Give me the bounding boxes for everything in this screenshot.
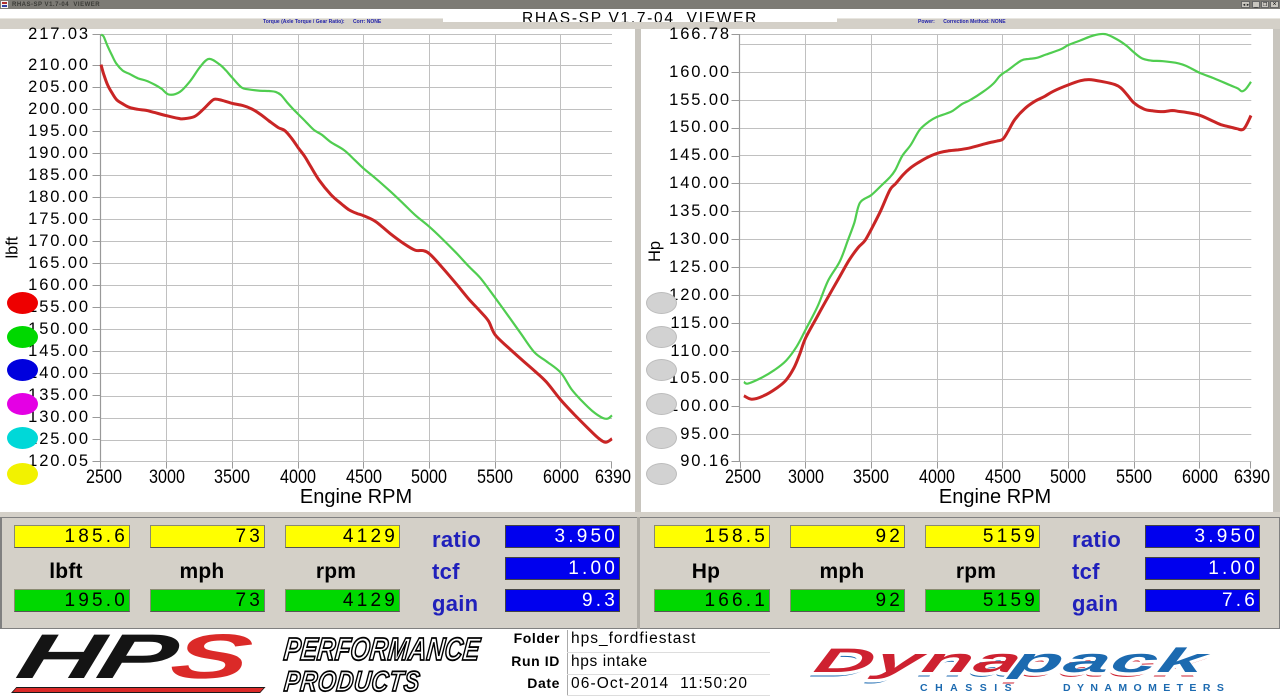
- svg-text:pack: pack: [1002, 646, 1211, 684]
- svg-text:Dyna: Dyna: [810, 642, 1028, 680]
- svg-text:pack: pack: [1005, 642, 1214, 680]
- svg-text:Dyna: Dyna: [806, 646, 1024, 684]
- svg-text:Dyna: Dyna: [808, 644, 1026, 682]
- svg-text:pack: pack: [1003, 644, 1212, 682]
